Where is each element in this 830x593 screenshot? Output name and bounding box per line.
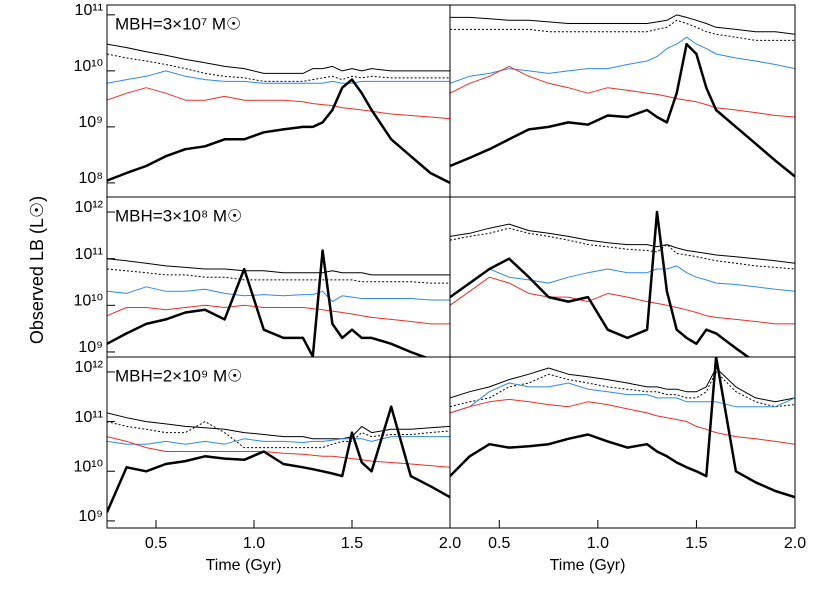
series-line — [450, 276, 795, 325]
x-axis-label: Time (Gyr) — [550, 557, 626, 574]
series-line — [107, 87, 450, 120]
series-line — [107, 421, 450, 449]
series-line — [450, 398, 795, 445]
y-tick-label: 10¹¹ — [75, 246, 103, 263]
series-line — [450, 227, 795, 270]
series-line — [450, 19, 795, 41]
plot-area — [107, 249, 450, 357]
series-line — [107, 304, 450, 325]
series-line — [107, 436, 450, 445]
series-line — [450, 367, 795, 403]
series-line — [107, 70, 450, 84]
series-line — [107, 53, 450, 82]
series-line — [107, 268, 450, 284]
y-tick-label: 10¹⁰ — [73, 458, 103, 475]
series-line — [450, 371, 795, 408]
y-tick-label: 10⁹ — [78, 508, 103, 525]
series-line — [107, 43, 450, 74]
y-tick-label: 10¹¹ — [75, 409, 103, 426]
series-line — [450, 382, 795, 414]
series-line — [107, 412, 450, 440]
series-line — [107, 78, 450, 185]
series-line — [450, 265, 795, 298]
y-tick-label: 10¹¹ — [75, 2, 103, 19]
y-tick-label: 10⁹ — [78, 339, 103, 356]
panel-frame — [449, 356, 796, 529]
series-line — [450, 210, 751, 357]
x-tick-label: 0.5 — [145, 535, 167, 552]
y-tick-label: 10⁸ — [78, 170, 103, 187]
y-axis-label: Observed LB (L☉) — [27, 196, 47, 344]
series-line — [107, 405, 450, 513]
y-tick-label: 10¹² — [75, 359, 104, 376]
panel-annotation: MBH=2×10⁹ M☉ — [115, 366, 242, 385]
x-tick-label: 2.0 — [439, 535, 461, 552]
x-tick-label: 1.5 — [341, 535, 363, 552]
panel-annotation: MBH=3×10⁸ M☉ — [115, 206, 242, 225]
series-line — [450, 357, 795, 499]
x-tick-label: 0.5 — [488, 535, 510, 552]
y-tick-label: 10¹⁰ — [73, 58, 103, 75]
plot-area — [107, 43, 450, 185]
x-tick-label: 1.5 — [685, 535, 707, 552]
x-tick-label: 2.0 — [784, 535, 806, 552]
series-line — [450, 36, 795, 84]
panel-frame — [449, 4, 796, 198]
plot-area — [107, 405, 450, 513]
x-tick-label: 1.0 — [587, 535, 609, 552]
y-tick-label: 10¹⁰ — [73, 293, 103, 310]
series-line — [450, 14, 795, 35]
series-line — [107, 286, 450, 303]
series-line — [107, 249, 429, 357]
y-tick-label: 10¹² — [75, 199, 104, 216]
plot-area — [450, 14, 795, 178]
panel-frame — [106, 4, 451, 198]
series-line — [450, 65, 795, 118]
plot-area — [450, 357, 795, 499]
series-line — [450, 223, 795, 264]
series-line — [107, 258, 450, 276]
panel-frame — [449, 196, 796, 358]
x-tick-label: 1.0 — [243, 535, 265, 552]
series-line — [107, 436, 450, 468]
series-line — [450, 42, 795, 178]
y-tick-label: 10⁹ — [78, 114, 103, 131]
plot-area — [450, 210, 795, 357]
x-axis-label: Time (Gyr) — [206, 557, 282, 574]
panel-annotation: MBH=3×10⁷ M☉ — [115, 14, 241, 33]
